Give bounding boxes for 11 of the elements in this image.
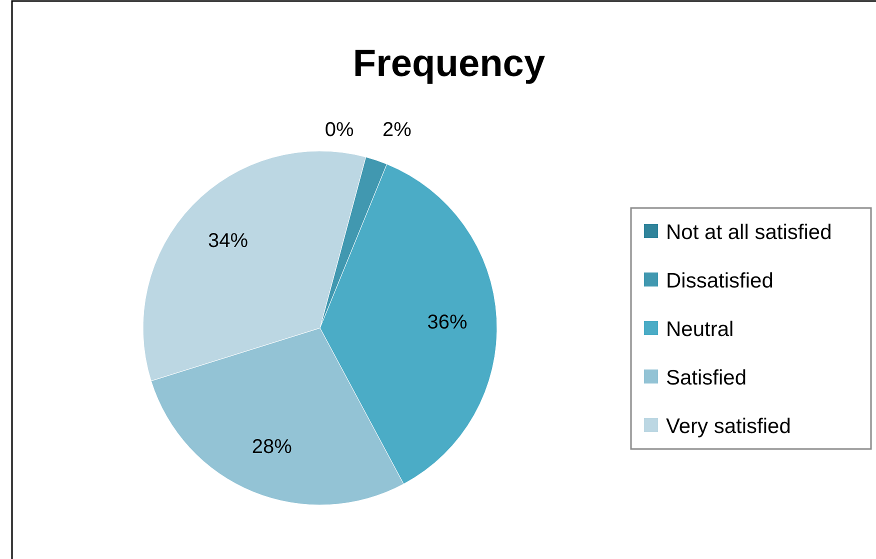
text: 0%: [324, 119, 354, 141]
data-label: 34%: [208, 230, 248, 252]
legend-label: Dissatisfied: [666, 270, 774, 292]
data-label: 36%: [427, 311, 468, 334]
legend-label: Satisfied: [666, 366, 747, 390]
legend-label: Neutral: [666, 318, 734, 341]
chart-title: Frequency: [352, 43, 546, 85]
data-label: 2%: [382, 119, 412, 141]
legend-label: Very satisfied: [666, 415, 791, 438]
data-label: 28%: [252, 436, 292, 458]
legend-label: Not at all satisfied: [666, 221, 832, 244]
